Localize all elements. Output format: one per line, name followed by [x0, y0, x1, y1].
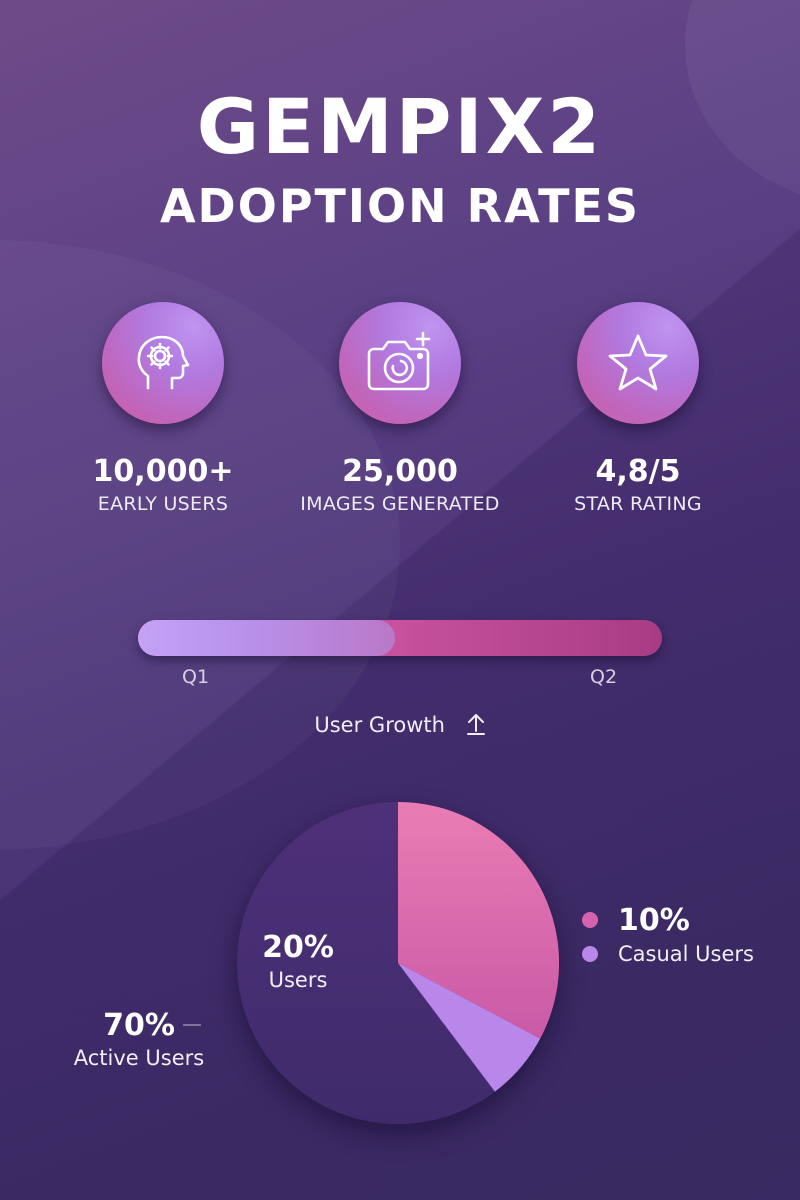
user-growth-caption: User Growth [0, 712, 800, 737]
user-pie-chart [237, 802, 559, 1124]
users-percent: 20% [262, 930, 334, 965]
head-gear-icon [102, 302, 224, 424]
legend-dot-pink [582, 912, 598, 928]
stat-value: 25,000 [342, 454, 458, 489]
star-icon [577, 302, 699, 424]
stat-label: STAR RATING [574, 493, 702, 515]
page-title: GEMPIX2 [196, 82, 604, 171]
pie-legend: 10% Casual Users [582, 903, 754, 971]
page-subtitle: ADOPTION RATES [159, 179, 641, 233]
stat-value: 10,000+ [92, 454, 234, 489]
bar-label-q1: Q1 [182, 666, 210, 688]
stat-label: IMAGES GENERATED [300, 493, 500, 515]
stat-images-generated: 25,000 IMAGES GENERATED [280, 302, 520, 516]
active-percent: 70% [103, 1008, 175, 1043]
stat-early-users: 10,000+ EARLY USERS [43, 302, 283, 516]
stat-label: EARLY USERS [97, 493, 229, 515]
legend-dot-lavender [582, 946, 598, 962]
users-text: Users [268, 968, 328, 992]
pie-label-active-users: 70% Active Users [64, 1008, 214, 1072]
legend-text: Casual Users [618, 942, 754, 966]
stat-star-rating: 4,8/5 STAR RATING [518, 302, 758, 516]
leader-line [183, 1024, 201, 1026]
camera-plus-icon [339, 302, 461, 424]
bar-fill-q1 [138, 620, 395, 656]
bar-label-q2: Q2 [590, 666, 618, 688]
legend-item-lavender: Casual Users [582, 937, 754, 971]
pie-label-users: 20% Users [245, 930, 351, 994]
pie-slice-pink [398, 802, 559, 1039]
user-growth-bar [138, 620, 662, 656]
arrow-up-icon [466, 714, 485, 735]
legend-percent: 10% [618, 902, 690, 938]
legend-item-pink: 10% [582, 902, 754, 938]
stat-value: 4,8/5 [595, 454, 681, 489]
pie-slice-casual-users [398, 963, 541, 1092]
growth-caption-text: User Growth [314, 713, 445, 737]
active-text: Active Users [73, 1046, 205, 1070]
